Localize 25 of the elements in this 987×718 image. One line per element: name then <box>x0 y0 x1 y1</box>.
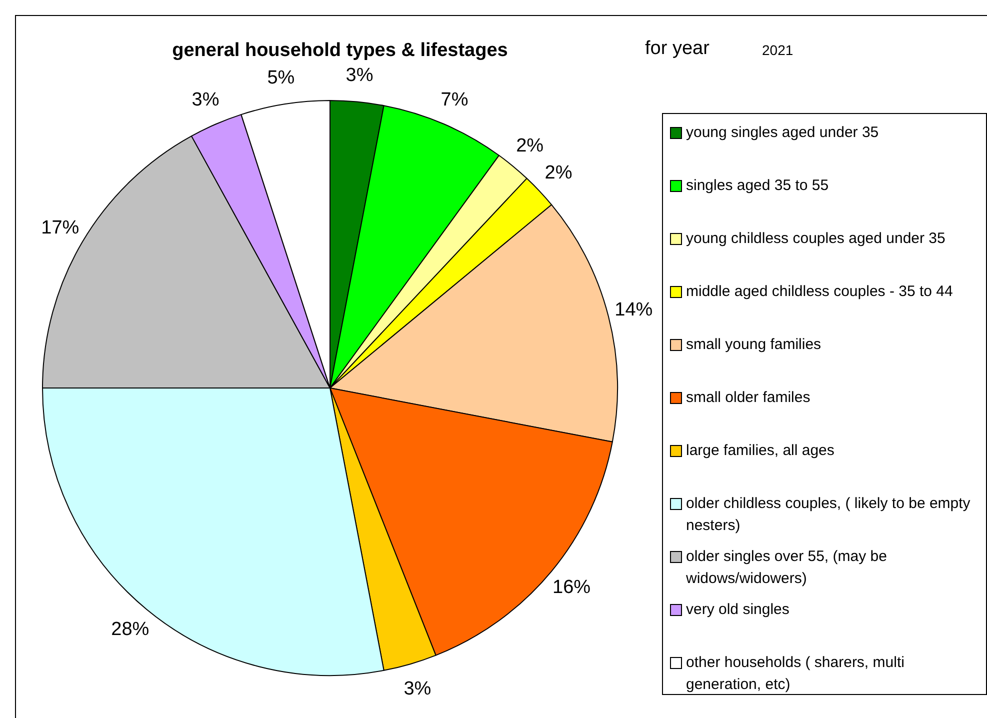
legend-label: older singles over 55, (may be widows/widowers) <box>686 547 888 589</box>
data-label: 2% <box>544 162 572 184</box>
data-label: 28% <box>111 618 150 640</box>
data-label: 17% <box>41 218 80 239</box>
data-label: 14% <box>614 299 653 320</box>
legend-label: very old singles <box>686 600 790 620</box>
legend-label: older childless couples, ( likely to be empty nesters) <box>686 494 972 536</box>
legend-label: young childless couples aged under 35 <box>686 229 946 249</box>
legend-label: small older familes <box>686 388 810 408</box>
data-label: 16% <box>552 577 591 598</box>
data-label: 2% <box>516 136 544 157</box>
data-label: 3% <box>404 678 432 700</box>
legend-label: other households ( sharers, multi generation, etc) <box>686 653 906 695</box>
chart-subtitle: for year <box>645 38 710 60</box>
data-label: 3% <box>346 65 374 86</box>
legend-label: young singles aged under 35 <box>686 123 879 143</box>
data-label: 5% <box>267 68 295 89</box>
legend-label: singles aged 35 to 55 <box>686 176 829 196</box>
data-label: 3% <box>192 90 220 111</box>
text: 2021 <box>762 42 794 58</box>
legend-label: middle aged childless couples - 35 to 44 <box>686 282 953 302</box>
legend-label: small young families <box>686 335 822 355</box>
chart-title: general household types & lifestages <box>171 40 509 62</box>
data-label: 7% <box>440 90 468 111</box>
legend-label: large families, all ages <box>686 441 834 461</box>
